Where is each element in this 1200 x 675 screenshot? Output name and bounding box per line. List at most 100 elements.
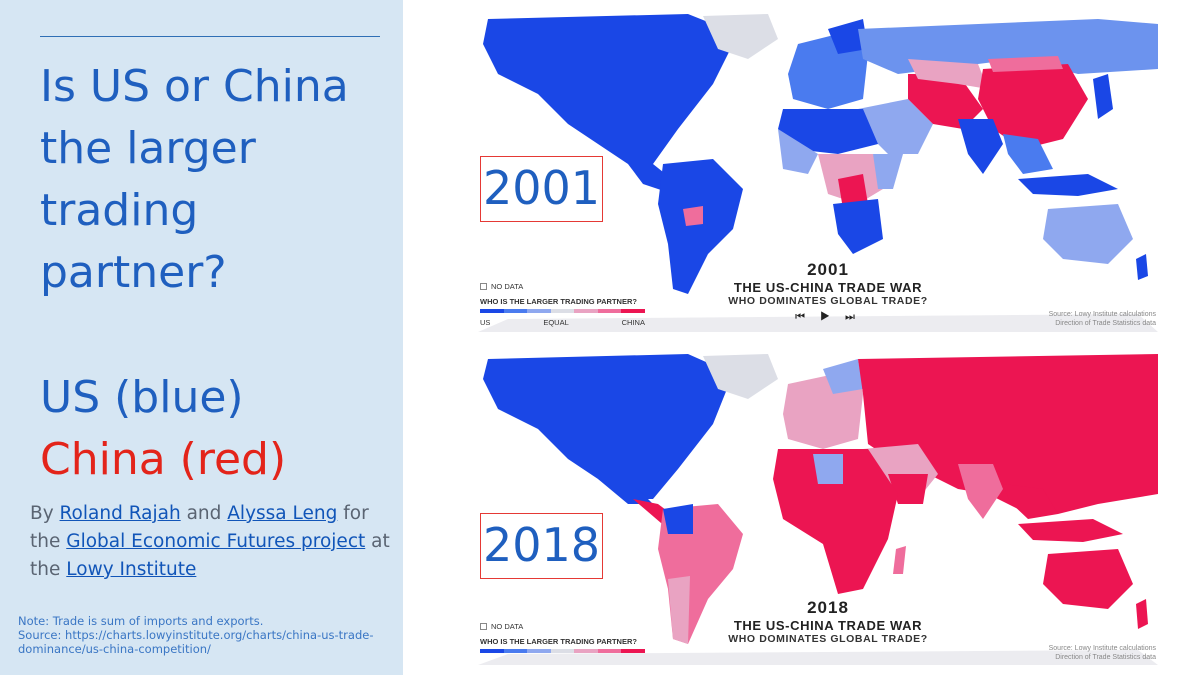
footnote-source: Source: https://charts.lowyinstitute.org… — [18, 628, 374, 656]
swatch-us-light — [527, 649, 551, 653]
swatch-us-mid — [503, 309, 528, 313]
no-data-label: NO DATA — [491, 282, 524, 291]
map-source: Source: Lowy Institute calculations Dire… — [1049, 310, 1156, 328]
chart-title: THE US-CHINA TRADE WAR — [733, 618, 923, 633]
region-greenland — [703, 354, 778, 399]
region-mongolia — [988, 56, 1063, 72]
region-kazakhstan — [908, 59, 988, 89]
source-line-1: Source: Lowy Institute calculations — [1048, 311, 1156, 318]
region-southern-africa — [833, 199, 883, 254]
region-greenland — [703, 14, 778, 59]
region-west-africa-us — [813, 454, 843, 484]
title-rule — [40, 36, 380, 37]
credits: By Roland Rajah and Alyssa Leng for the … — [30, 500, 398, 584]
tick-equal: EQUAL — [543, 318, 569, 327]
project-link[interactable]: Global Economic Futures project — [66, 531, 366, 552]
source-line-1: Source: Lowy Institute calculations — [1048, 645, 1156, 652]
swatch-cn-light — [574, 649, 598, 653]
source-line-2: Direction of Trade Statistics data — [1055, 654, 1156, 661]
author-link-roland-rajah[interactable]: Roland Rajah — [59, 503, 181, 524]
region-australia — [1043, 204, 1133, 264]
region-antarctica — [478, 314, 1158, 332]
swatch-cn-strong — [621, 649, 646, 653]
region-east-africa — [873, 154, 903, 189]
region-new-zealand — [1136, 254, 1148, 280]
swatch-us-strong — [480, 309, 504, 313]
region-middle-east — [858, 99, 933, 154]
tick-us: US — [480, 318, 491, 327]
region-indonesia — [1018, 174, 1118, 196]
left-text-panel: Is US or China the larger trading partne… — [0, 0, 403, 675]
region-indonesia — [1018, 519, 1123, 542]
region-iran-pakistan — [908, 74, 983, 129]
chart-year: 2018 — [807, 598, 849, 617]
legend-us-blue: US (blue) — [40, 372, 244, 423]
no-data-key: NO DATA — [480, 282, 650, 291]
region-new-zealand — [1136, 599, 1148, 629]
world-map-2018 — [478, 354, 1158, 665]
region-china — [978, 64, 1088, 149]
swatch-cn-mid — [597, 309, 622, 313]
region-north-africa — [778, 109, 878, 154]
region-southeast-asia — [1003, 134, 1053, 174]
region-south-america — [658, 159, 743, 294]
region-paraguay — [683, 206, 703, 226]
no-data-key: NO DATA — [480, 622, 650, 631]
region-antarctica — [478, 650, 1158, 665]
credits-at: at — [371, 531, 390, 552]
region-india — [958, 464, 1003, 519]
author-link-alyssa-leng[interactable]: Alyssa Leng — [227, 503, 338, 524]
credits-by: By — [30, 503, 54, 524]
map-2001-panel: NO DATA WHO IS THE LARGER TRADING PARTNE… — [478, 14, 1158, 332]
footnote-trade: Note: Trade is sum of imports and export… — [18, 614, 264, 628]
credits-and: and — [186, 503, 222, 524]
legend-title: WHO IS THE LARGER TRADING PARTNER? — [480, 637, 637, 646]
region-north-america — [483, 354, 733, 499]
legend-china-red: China (red) — [40, 434, 287, 485]
swatch-equal — [550, 309, 575, 313]
source-line-2: Direction of Trade Statistics data — [1055, 320, 1156, 327]
map-2018-caption: 2018 THE US-CHINA TRADE WAR WHO DOMINATE… — [718, 598, 938, 645]
region-scandinavia — [828, 19, 868, 54]
map-2001-caption: 2001 THE US-CHINA TRADE WAR WHO DOMINATE… — [718, 260, 938, 324]
slide-title: Is US or China the larger trading partne… — [40, 61, 349, 298]
region-drc — [838, 174, 868, 209]
no-data-swatch — [480, 623, 487, 630]
region-india — [958, 119, 1003, 174]
legend-ticks: US EQUAL CHINA — [480, 318, 645, 327]
swatch-cn-mid — [597, 649, 622, 653]
playback-controls[interactable]: ⏮ ▶ ⏭ — [795, 311, 861, 323]
swatch-cn-strong — [621, 309, 646, 313]
swatch-us-mid — [503, 649, 528, 653]
region-arabia — [888, 474, 928, 504]
lowy-institute-link[interactable]: Lowy Institute — [66, 559, 197, 580]
chart-subtitle: WHO DOMINATES GLOBAL TRADE? — [728, 633, 928, 645]
tick-china: CHINA — [621, 318, 645, 327]
world-map-2001 — [478, 14, 1158, 332]
region-mexico — [598, 479, 653, 504]
swatch-cn-light — [574, 309, 598, 313]
region-southeast-asia — [1003, 484, 1058, 519]
no-data-swatch — [480, 283, 487, 290]
region-west-africa — [778, 129, 818, 174]
map-2018-panel: NO DATA WHO IS THE LARGER TRADING PARTNE… — [478, 354, 1158, 665]
swatch-equal — [550, 649, 575, 653]
swatch-us-light — [527, 309, 551, 313]
map-2018-legend: NO DATA WHO IS THE LARGER TRADING PARTNE… — [480, 622, 650, 653]
region-australia — [1043, 549, 1133, 609]
chart-subtitle: WHO DOMINATES GLOBAL TRADE? — [728, 295, 928, 307]
year-box-2018: 2018 — [480, 513, 603, 579]
region-russia — [858, 19, 1158, 74]
chart-title: THE US-CHINA TRADE WAR — [733, 280, 923, 295]
credits-the-2: the — [30, 559, 61, 580]
no-data-label: NO DATA — [491, 622, 524, 631]
credits-for: for — [343, 503, 369, 524]
map-2001-legend: NO DATA WHO IS THE LARGER TRADING PARTNE… — [480, 282, 650, 327]
footnote: Note: Trade is sum of imports and export… — [18, 614, 398, 656]
legend-colorbar — [480, 309, 646, 313]
region-scandinavia — [823, 359, 863, 394]
region-africa — [773, 449, 898, 594]
region-colombia — [663, 504, 693, 534]
credits-the: the — [30, 531, 61, 552]
